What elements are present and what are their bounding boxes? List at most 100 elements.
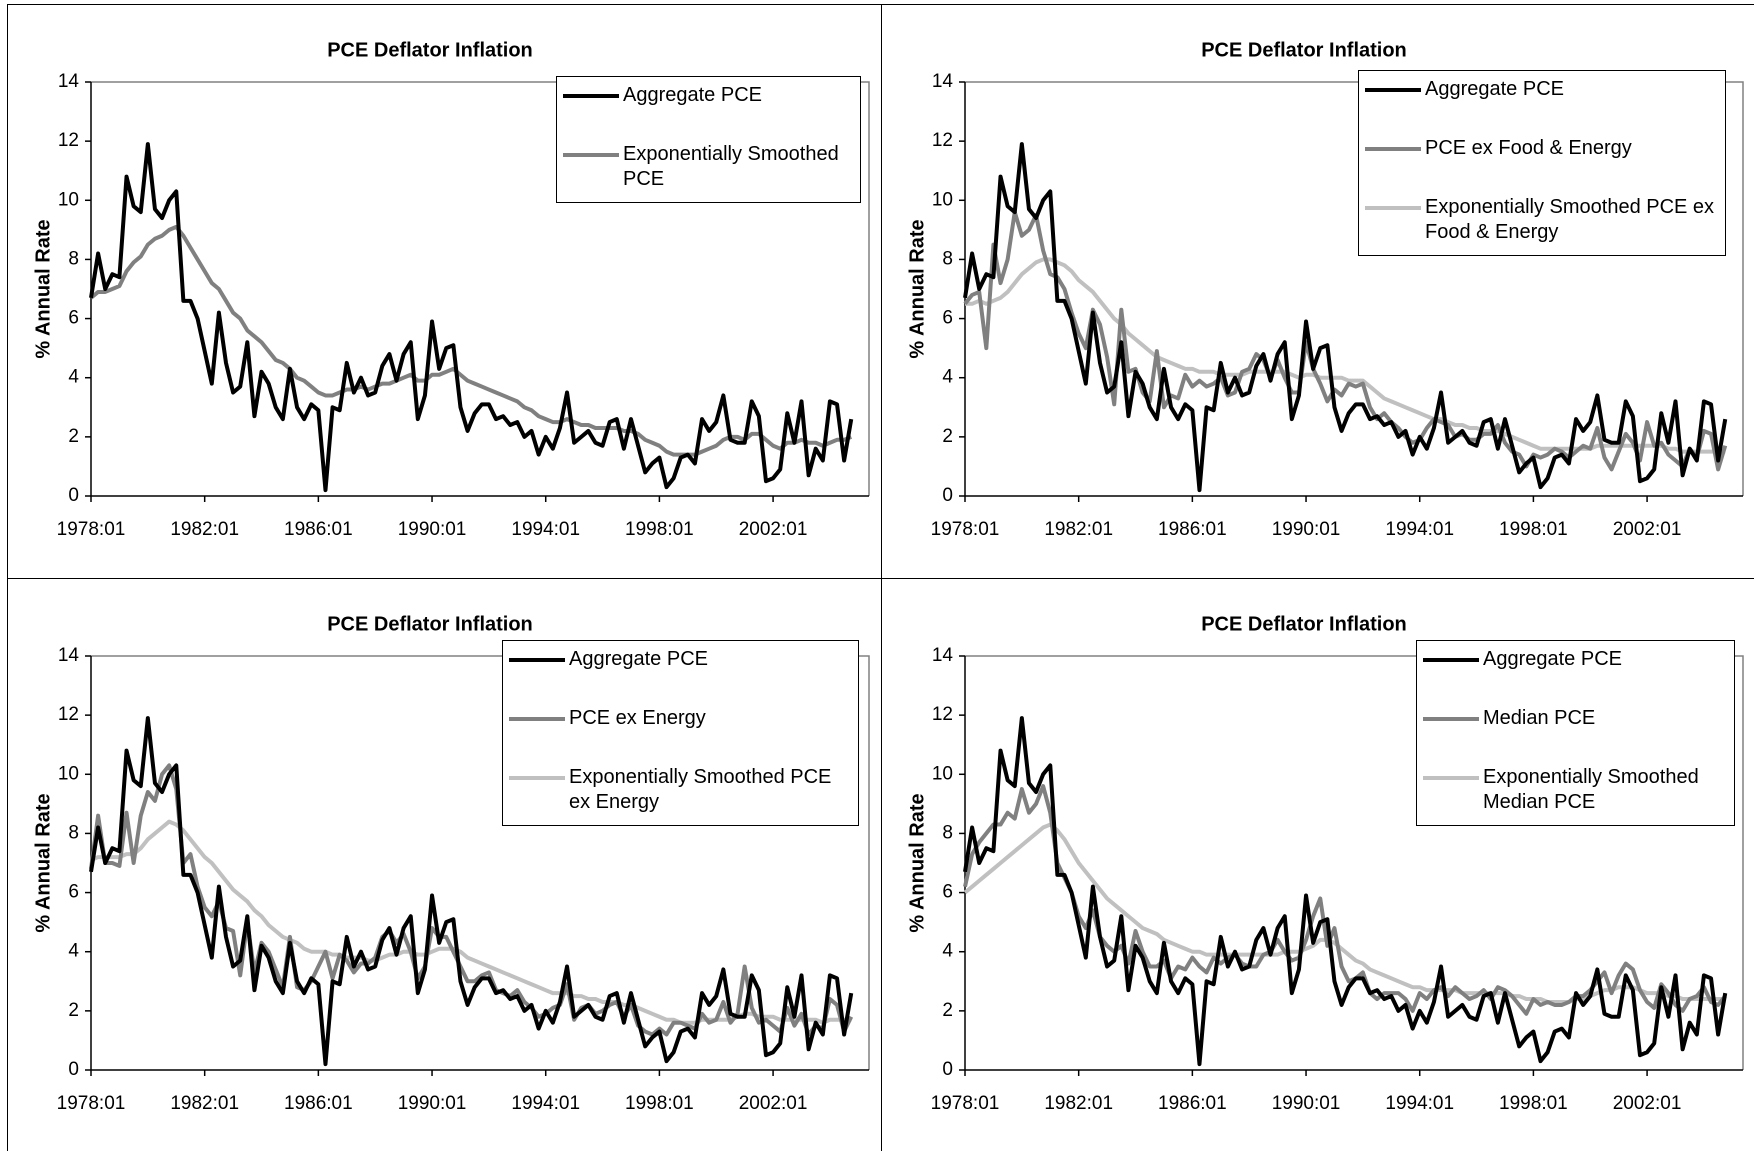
x-tick-label: 1998:01 — [625, 1093, 694, 1114]
x-tick-label: 2002:01 — [739, 519, 808, 540]
y-tick-label: 8 — [942, 822, 953, 843]
y-tick-label: 12 — [58, 704, 79, 725]
series-line — [89, 224, 853, 457]
legend-item: Exponentially Smoothed Median PCE — [1423, 765, 1726, 815]
y-tick-label: 14 — [932, 71, 954, 92]
y-tick-label: 14 — [58, 71, 80, 92]
x-tick-label: 1990:01 — [398, 519, 467, 540]
x-tick-label: 1986:01 — [284, 1093, 353, 1114]
chart: PCE Deflator Inflation % Annual Rate 0 2 4 6 8… — [32, 613, 870, 1114]
y-tick-label: 6 — [68, 308, 79, 329]
chart: PCE Deflator Inflation % Annual Rate 0 2 4 6 8… — [906, 39, 1744, 540]
legend-swatch — [563, 94, 619, 98]
legend: Aggregate PCE PCE ex Food & Energy Exponen… — [1358, 70, 1726, 256]
plot-frame — [965, 655, 1744, 1070]
x-tick-label: 1994:01 — [511, 1093, 580, 1114]
y-axis-title: % Annual Rate — [906, 219, 928, 358]
series-line — [89, 142, 854, 493]
series-line — [963, 822, 1726, 1004]
legend-label: Exponentially Smoothed PCE ex Energy — [569, 766, 832, 813]
x-tick-label: 1978:01 — [57, 519, 126, 540]
y-tick-label: 2 — [942, 426, 953, 447]
x-tick-label: 1994:01 — [1385, 1093, 1454, 1114]
legend-label: Aggregate PCE — [623, 84, 762, 106]
y-tick-label: 4 — [942, 367, 953, 388]
series-line — [965, 257, 1726, 454]
chart-title: PCE Deflator Inflation — [327, 613, 533, 635]
legend-item: Exponentially Smoothed PCE ex Food & Ene… — [1365, 195, 1717, 245]
legend-label: PCE ex Energy — [569, 707, 706, 729]
legend-label: PCE ex Food & Energy — [1425, 137, 1632, 159]
legend-item: Aggregate PCE — [1423, 647, 1726, 672]
y-tick-label: 12 — [932, 130, 953, 151]
y-tick-label: 6 — [942, 308, 953, 329]
x-tick-label: 1978:01 — [931, 1093, 1000, 1114]
x-tick-label: 1994:01 — [1385, 519, 1454, 540]
y-tick-label: 6 — [942, 882, 953, 903]
y-tick-label: 10 — [58, 763, 79, 784]
y-tick-label: 10 — [932, 763, 953, 784]
legend-label: Aggregate PCE — [1483, 648, 1622, 670]
legend-item: Aggregate PCE — [1365, 77, 1717, 102]
legend-item: Aggregate PCE — [563, 83, 852, 108]
chart-title: PCE Deflator Inflation — [1201, 613, 1407, 635]
legend-item: PCE ex Energy — [509, 706, 850, 731]
legend-swatch — [1365, 88, 1421, 92]
plot-frame — [91, 81, 870, 496]
x-tick-label: 1990:01 — [398, 1093, 467, 1114]
series-line — [963, 716, 1728, 1067]
legend-swatch — [1423, 658, 1479, 662]
y-tick-label: 8 — [68, 248, 79, 269]
legend-swatch — [563, 153, 619, 157]
legend-label: Median PCE — [1483, 707, 1596, 729]
legend-label: Aggregate PCE — [1425, 78, 1564, 100]
y-tick-label: 4 — [942, 941, 953, 962]
chart-title: PCE Deflator Inflation — [1201, 39, 1407, 61]
legend-swatch — [1365, 147, 1421, 151]
y-tick-label: 12 — [932, 704, 953, 725]
chart: PCE Deflator Inflation % Annual Rate 0 2 4 6 8… — [32, 39, 870, 540]
y-tick-label: 14 — [932, 645, 954, 666]
legend-swatch — [509, 776, 565, 780]
legend-swatch — [1365, 206, 1421, 210]
series-line — [89, 716, 854, 1067]
legend-item: PCE ex Food & Energy — [1365, 136, 1717, 161]
x-tick-label: 2002:01 — [1613, 519, 1682, 540]
x-tick-label: 1998:01 — [1499, 519, 1568, 540]
series-line — [963, 142, 1728, 493]
x-tick-label: 1978:01 — [931, 519, 1000, 540]
x-tick-label: 2002:01 — [739, 1093, 808, 1114]
x-tick-label: 1978:01 — [57, 1093, 126, 1114]
legend-item: Median PCE — [1423, 706, 1726, 731]
chart-panel: PCE Deflator Inflation % Annual Rate 0 2 4 6 8… — [8, 579, 885, 1149]
frame-middle-horizontal — [7, 578, 1754, 579]
plot-frame — [91, 655, 870, 1070]
y-tick-label: 8 — [942, 248, 953, 269]
x-tick-label: 1982:01 — [170, 1093, 239, 1114]
x-tick-label: 1986:01 — [1158, 1093, 1227, 1114]
frame-top — [7, 4, 1754, 5]
frame-left — [7, 4, 8, 1151]
y-tick-label: 10 — [932, 189, 953, 210]
x-tick-label: 1998:01 — [625, 519, 694, 540]
x-tick-label: 1998:01 — [1499, 1093, 1568, 1114]
legend: Aggregate PCE PCE ex Energy Exponentially … — [502, 640, 859, 826]
chart-panel: PCE Deflator Inflation % Annual Rate 0 2 4 6 8… — [8, 5, 885, 575]
legend-swatch — [1423, 717, 1479, 721]
legend-swatch — [509, 658, 565, 662]
y-axis-title: % Annual Rate — [906, 793, 928, 932]
y-tick-label: 2 — [68, 1000, 79, 1021]
y-tick-label: 0 — [68, 1059, 79, 1080]
legend-label: Exponentially Smoothed Median PCE — [1483, 766, 1699, 813]
y-tick-label: 0 — [942, 485, 953, 506]
chart-panel: PCE Deflator Inflation % Annual Rate 0 2 4 6 8… — [882, 579, 1754, 1149]
y-tick-label: 0 — [68, 485, 79, 506]
y-tick-label: 2 — [942, 1000, 953, 1021]
legend-item: Exponentially Smoothed PCE — [563, 142, 852, 192]
y-tick-label: 4 — [68, 367, 79, 388]
y-axis-title: % Annual Rate — [32, 219, 54, 358]
y-tick-label: 4 — [68, 941, 79, 962]
chart-panel: PCE Deflator Inflation % Annual Rate 0 2 4 6 8… — [882, 5, 1754, 575]
y-tick-label: 2 — [68, 426, 79, 447]
legend-label: Exponentially Smoothed PCE — [623, 143, 839, 190]
